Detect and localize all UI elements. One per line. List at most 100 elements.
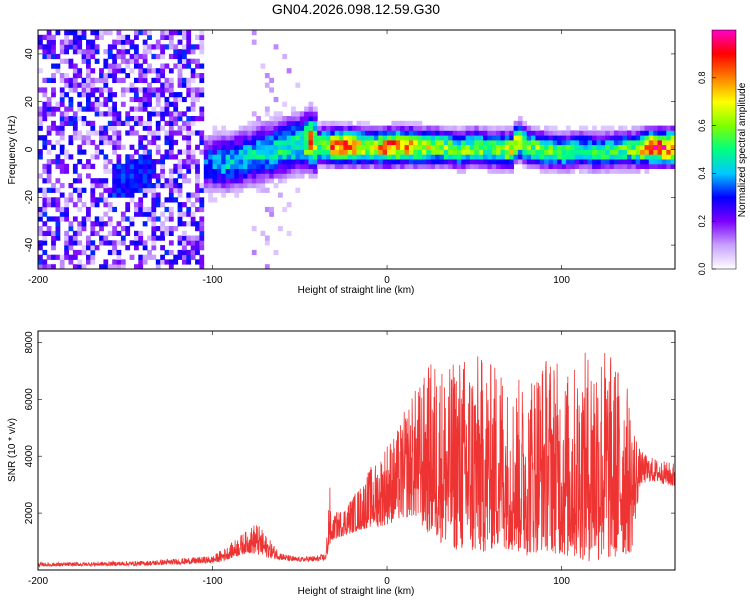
heatmap-cell <box>134 230 139 236</box>
heatmap-cell <box>653 139 658 146</box>
heatmap-cell <box>456 149 462 155</box>
heatmap-cell <box>552 135 558 141</box>
heatmap-cell <box>304 139 309 146</box>
heatmap-cell <box>134 87 139 93</box>
heatmap-cell <box>116 178 122 184</box>
heatmap-cell <box>134 30 139 36</box>
heatmap-cell <box>661 130 667 136</box>
heatmap-cell <box>151 87 157 93</box>
heatmap-cell <box>317 120 322 126</box>
heatmap-cell <box>565 139 571 146</box>
heatmap-cell <box>452 139 458 146</box>
heatmap-cell <box>182 249 187 256</box>
heatmap-cell <box>212 144 218 150</box>
heatmap-cell <box>164 34 170 40</box>
heatmap-cell <box>269 116 274 122</box>
heatmap-cell <box>168 44 174 50</box>
heatmap-cell <box>68 135 74 141</box>
heatmap-cell <box>644 139 650 146</box>
heatmap-cell <box>155 202 161 208</box>
heatmap-cell <box>55 53 61 60</box>
heatmap-cell <box>112 53 117 60</box>
heatmap-cell <box>365 154 370 160</box>
heatmap-cell <box>282 168 288 174</box>
heatmap-cell <box>635 149 641 155</box>
heatmap-cell <box>72 163 78 169</box>
heatmap-cell <box>640 159 645 165</box>
heatmap-cell <box>461 168 466 174</box>
heatmap-cell <box>234 159 240 165</box>
heatmap-cell <box>326 144 331 150</box>
heatmap-cell <box>125 159 131 165</box>
heatmap-cell <box>286 173 292 179</box>
heatmap-cell <box>374 149 379 155</box>
snr-x-tick-label: -200 <box>28 576 48 587</box>
heatmap-cell <box>561 135 567 141</box>
heatmap-cell <box>86 39 91 45</box>
heatmap-cell <box>465 130 471 136</box>
heatmap-cell <box>182 111 187 117</box>
heatmap-cell <box>129 125 135 131</box>
heatmap-cell <box>330 130 336 136</box>
heatmap-cell <box>116 77 122 83</box>
heatmap-cell <box>160 106 165 112</box>
heatmap-cell <box>107 73 113 79</box>
heatmap-cell <box>147 254 152 260</box>
heatmap-cell <box>160 154 165 160</box>
heatmap-cell <box>51 264 56 269</box>
heatmap-cell <box>94 87 100 93</box>
heatmap-cell <box>199 44 205 50</box>
heatmap-cell <box>116 221 122 227</box>
heatmap-cell <box>234 144 240 150</box>
heatmap-cell <box>426 163 432 169</box>
heatmap-cell <box>120 183 126 189</box>
heatmap-cell <box>269 154 274 160</box>
heatmap-cell <box>116 68 122 74</box>
heatmap-cell <box>565 168 571 174</box>
heatmap-cell <box>42 106 48 112</box>
heatmap-cell <box>59 44 65 50</box>
heatmap-cell <box>291 106 296 112</box>
heatmap-cell <box>260 149 266 155</box>
heatmap-cell <box>103 139 109 146</box>
heatmap-cell <box>408 154 414 160</box>
heatmap-cell <box>94 44 100 50</box>
heatmap-cell <box>38 226 43 232</box>
heatmap-cell <box>413 135 418 141</box>
heatmap-cell <box>155 216 161 222</box>
heatmap-cell <box>308 125 314 131</box>
heatmap-cell <box>216 130 222 136</box>
heatmap-cell <box>356 125 362 131</box>
heatmap-cell <box>243 159 248 165</box>
heatmap-cell <box>491 144 497 150</box>
heatmap-cell <box>561 144 567 150</box>
heatmap-cell <box>116 259 122 265</box>
heatmap-cell <box>68 192 74 198</box>
heatmap-cell <box>500 139 506 146</box>
heatmap-cell <box>125 63 131 69</box>
heatmap-cell <box>134 235 139 241</box>
heatmap-cell <box>190 96 196 103</box>
heatmap-cell <box>116 240 122 246</box>
heatmap-cell <box>177 92 183 98</box>
heatmap-cell <box>90 125 96 131</box>
heatmap-cell <box>548 139 554 146</box>
heatmap-cell <box>269 206 274 213</box>
heatmap-cell <box>221 187 226 193</box>
heatmap-cell <box>151 187 157 193</box>
heatmap-cell <box>199 87 205 93</box>
heatmap-cell <box>474 144 480 150</box>
heatmap-cell <box>661 154 667 160</box>
heatmap-cell <box>182 30 187 36</box>
heatmap-cell <box>164 101 170 107</box>
heatmap-cell <box>408 130 414 136</box>
heatmap-cell <box>142 77 148 83</box>
heatmap-cell <box>72 125 78 131</box>
heatmap-cell <box>448 125 453 131</box>
heatmap-cell <box>203 163 209 169</box>
heatmap-cell <box>90 120 96 126</box>
heatmap-cell <box>77 221 83 227</box>
heatmap-cell <box>112 144 117 150</box>
heatmap-cell <box>147 49 152 55</box>
heatmap-cell <box>42 49 48 55</box>
